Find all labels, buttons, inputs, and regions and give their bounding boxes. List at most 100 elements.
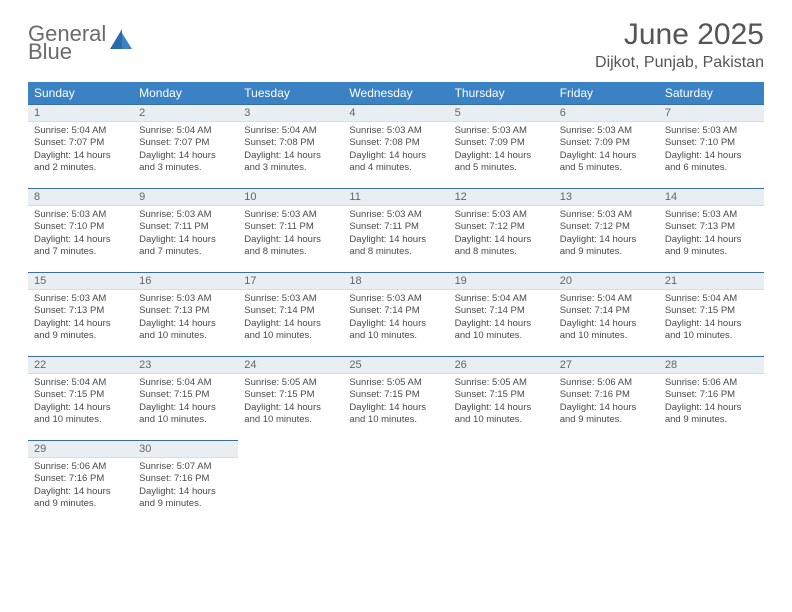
day-d2: and 10 minutes. xyxy=(34,414,127,426)
calendar-day-cell xyxy=(554,440,659,524)
day-ss: Sunset: 7:15 PM xyxy=(244,389,337,401)
day-ss: Sunset: 7:09 PM xyxy=(560,137,653,149)
day-details: Sunrise: 5:03 AMSunset: 7:12 PMDaylight:… xyxy=(554,206,659,264)
day-sr: Sunrise: 5:03 AM xyxy=(34,209,127,221)
day-cell: 21Sunrise: 5:04 AMSunset: 7:15 PMDayligh… xyxy=(659,272,764,356)
day-sr: Sunrise: 5:03 AM xyxy=(244,209,337,221)
day-ss: Sunset: 7:16 PM xyxy=(34,473,127,485)
day-number: 20 xyxy=(554,272,659,290)
day-number: 18 xyxy=(343,272,448,290)
day-ss: Sunset: 7:15 PM xyxy=(349,389,442,401)
day-d1: Daylight: 14 hours xyxy=(244,150,337,162)
logo-text-block: General Blue xyxy=(28,24,106,62)
day-d1: Daylight: 14 hours xyxy=(349,402,442,414)
day-d1: Daylight: 14 hours xyxy=(455,318,548,330)
day-ss: Sunset: 7:15 PM xyxy=(665,305,758,317)
day-details: Sunrise: 5:04 AMSunset: 7:07 PMDaylight:… xyxy=(133,122,238,180)
day-cell: 7Sunrise: 5:03 AMSunset: 7:10 PMDaylight… xyxy=(659,104,764,188)
day-sr: Sunrise: 5:04 AM xyxy=(455,293,548,305)
calendar-day-cell: 20Sunrise: 5:04 AMSunset: 7:14 PMDayligh… xyxy=(554,272,659,356)
day-sr: Sunrise: 5:03 AM xyxy=(139,293,232,305)
day-details: Sunrise: 5:04 AMSunset: 7:14 PMDaylight:… xyxy=(554,290,659,348)
day-ss: Sunset: 7:08 PM xyxy=(349,137,442,149)
weekday-header: Thursday xyxy=(449,82,554,104)
calendar-day-cell: 15Sunrise: 5:03 AMSunset: 7:13 PMDayligh… xyxy=(28,272,133,356)
calendar-day-cell: 11Sunrise: 5:03 AMSunset: 7:11 PMDayligh… xyxy=(343,188,448,272)
day-number: 1 xyxy=(28,104,133,122)
weekday-header: Saturday xyxy=(659,82,764,104)
day-sr: Sunrise: 5:03 AM xyxy=(455,209,548,221)
day-number: 9 xyxy=(133,188,238,206)
day-ss: Sunset: 7:07 PM xyxy=(34,137,127,149)
day-ss: Sunset: 7:14 PM xyxy=(455,305,548,317)
day-cell: 28Sunrise: 5:06 AMSunset: 7:16 PMDayligh… xyxy=(659,356,764,440)
calendar-day-cell: 9Sunrise: 5:03 AMSunset: 7:11 PMDaylight… xyxy=(133,188,238,272)
day-number: 17 xyxy=(238,272,343,290)
day-number: 2 xyxy=(133,104,238,122)
day-cell: 15Sunrise: 5:03 AMSunset: 7:13 PMDayligh… xyxy=(28,272,133,356)
calendar-day-cell xyxy=(659,440,764,524)
day-number: 7 xyxy=(659,104,764,122)
day-cell: 26Sunrise: 5:05 AMSunset: 7:15 PMDayligh… xyxy=(449,356,554,440)
day-number: 28 xyxy=(659,356,764,374)
calendar-day-cell: 8Sunrise: 5:03 AMSunset: 7:10 PMDaylight… xyxy=(28,188,133,272)
calendar-day-cell: 4Sunrise: 5:03 AMSunset: 7:08 PMDaylight… xyxy=(343,104,448,188)
day-number: 22 xyxy=(28,356,133,374)
day-cell: 8Sunrise: 5:03 AMSunset: 7:10 PMDaylight… xyxy=(28,188,133,272)
day-cell: 25Sunrise: 5:05 AMSunset: 7:15 PMDayligh… xyxy=(343,356,448,440)
calendar-day-cell: 2Sunrise: 5:04 AMSunset: 7:07 PMDaylight… xyxy=(133,104,238,188)
day-number: 26 xyxy=(449,356,554,374)
day-details: Sunrise: 5:03 AMSunset: 7:12 PMDaylight:… xyxy=(449,206,554,264)
day-number: 11 xyxy=(343,188,448,206)
day-details: Sunrise: 5:04 AMSunset: 7:15 PMDaylight:… xyxy=(133,374,238,432)
day-d1: Daylight: 14 hours xyxy=(455,234,548,246)
day-ss: Sunset: 7:11 PM xyxy=(244,221,337,233)
day-d2: and 10 minutes. xyxy=(560,330,653,342)
day-d1: Daylight: 14 hours xyxy=(139,150,232,162)
logo-sail-icon xyxy=(108,27,134,58)
day-details: Sunrise: 5:06 AMSunset: 7:16 PMDaylight:… xyxy=(28,458,133,516)
calendar-day-cell: 10Sunrise: 5:03 AMSunset: 7:11 PMDayligh… xyxy=(238,188,343,272)
page-title: June 2025 xyxy=(595,18,764,52)
day-d1: Daylight: 14 hours xyxy=(34,486,127,498)
weekday-header: Friday xyxy=(554,82,659,104)
day-details: Sunrise: 5:03 AMSunset: 7:08 PMDaylight:… xyxy=(343,122,448,180)
day-sr: Sunrise: 5:04 AM xyxy=(139,377,232,389)
day-d2: and 5 minutes. xyxy=(560,162,653,174)
day-number: 6 xyxy=(554,104,659,122)
day-cell: 30Sunrise: 5:07 AMSunset: 7:16 PMDayligh… xyxy=(133,440,238,524)
calendar-week-row: 8Sunrise: 5:03 AMSunset: 7:10 PMDaylight… xyxy=(28,188,764,272)
calendar-week-row: 22Sunrise: 5:04 AMSunset: 7:15 PMDayligh… xyxy=(28,356,764,440)
day-ss: Sunset: 7:09 PM xyxy=(455,137,548,149)
day-d1: Daylight: 14 hours xyxy=(560,318,653,330)
day-d2: and 9 minutes. xyxy=(560,414,653,426)
day-sr: Sunrise: 5:03 AM xyxy=(34,293,127,305)
day-sr: Sunrise: 5:03 AM xyxy=(560,125,653,137)
day-details: Sunrise: 5:03 AMSunset: 7:11 PMDaylight:… xyxy=(238,206,343,264)
day-d1: Daylight: 14 hours xyxy=(139,234,232,246)
day-d2: and 8 minutes. xyxy=(349,246,442,258)
day-details: Sunrise: 5:07 AMSunset: 7:16 PMDaylight:… xyxy=(133,458,238,516)
day-number: 12 xyxy=(449,188,554,206)
calendar-day-cell: 14Sunrise: 5:03 AMSunset: 7:13 PMDayligh… xyxy=(659,188,764,272)
day-cell: 24Sunrise: 5:05 AMSunset: 7:15 PMDayligh… xyxy=(238,356,343,440)
day-details: Sunrise: 5:06 AMSunset: 7:16 PMDaylight:… xyxy=(659,374,764,432)
day-number: 4 xyxy=(343,104,448,122)
calendar-day-cell: 22Sunrise: 5:04 AMSunset: 7:15 PMDayligh… xyxy=(28,356,133,440)
day-d1: Daylight: 14 hours xyxy=(349,150,442,162)
day-details: Sunrise: 5:03 AMSunset: 7:14 PMDaylight:… xyxy=(238,290,343,348)
day-d2: and 3 minutes. xyxy=(244,162,337,174)
day-sr: Sunrise: 5:05 AM xyxy=(455,377,548,389)
calendar-day-cell xyxy=(343,440,448,524)
day-details: Sunrise: 5:04 AMSunset: 7:15 PMDaylight:… xyxy=(28,374,133,432)
calendar-day-cell: 3Sunrise: 5:04 AMSunset: 7:08 PMDaylight… xyxy=(238,104,343,188)
day-d2: and 2 minutes. xyxy=(34,162,127,174)
day-d1: Daylight: 14 hours xyxy=(34,234,127,246)
day-d2: and 7 minutes. xyxy=(139,246,232,258)
calendar-day-cell: 19Sunrise: 5:04 AMSunset: 7:14 PMDayligh… xyxy=(449,272,554,356)
day-ss: Sunset: 7:10 PM xyxy=(665,137,758,149)
day-number: 5 xyxy=(449,104,554,122)
day-d1: Daylight: 14 hours xyxy=(665,150,758,162)
day-d1: Daylight: 14 hours xyxy=(560,402,653,414)
day-ss: Sunset: 7:07 PM xyxy=(139,137,232,149)
